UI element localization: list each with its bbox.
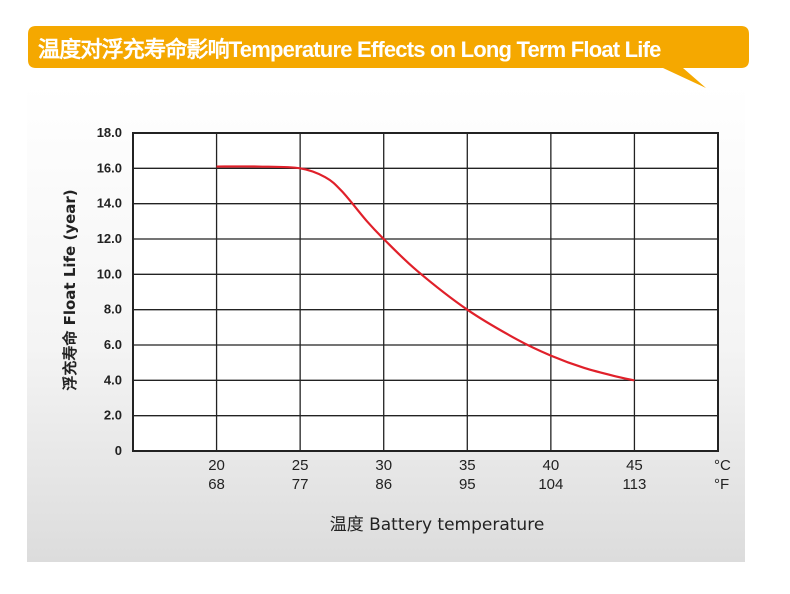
series-layer (216, 165, 635, 382)
title-banner: 温度对浮充寿命影响Temperature Effects on Long Ter… (28, 26, 753, 90)
y-tick-label: 10.0 (97, 266, 122, 281)
x-tick-label-celsius: 20 (208, 457, 225, 474)
x-unit-fahrenheit: °F (714, 476, 729, 493)
y-axis-label: 浮充寿命 Float Life (year) (61, 189, 79, 390)
x-axis-label: 温度 Battery temperature (330, 515, 545, 535)
x-tick-label-celsius: 40 (543, 457, 560, 474)
x-tick-labels: 20 68 25 77 30 86 35 95 40 104 45 113 (208, 457, 646, 493)
y-tick-label: 4.0 (104, 372, 122, 387)
x-tick-label-celsius: 45 (626, 457, 643, 474)
chart-title: 温度对浮充寿命影响Temperature Effects on Long Ter… (38, 37, 661, 62)
x-tick-label-fahrenheit: 86 (375, 476, 392, 493)
plot-area (132, 132, 719, 452)
x-unit-celsius: °C (714, 457, 731, 474)
y-tick-label: 16.0 (97, 160, 122, 175)
y-tick-label: 2.0 (104, 408, 122, 423)
y-tick-labels: 0 2.0 4.0 6.0 8.0 10.0 12.0 14.0 16.0 18.0 (97, 125, 122, 458)
y-tick-label: 18.0 (97, 125, 122, 140)
float-life-series-line (216, 165, 635, 382)
y-tick-label: 6.0 (104, 337, 122, 352)
x-tick-label-celsius: 25 (292, 457, 309, 474)
x-tick-label-fahrenheit: 77 (292, 476, 309, 493)
y-tick-label: 0 (115, 443, 122, 458)
y-tick-label: 12.0 (97, 231, 122, 246)
x-tick-label-fahrenheit: 68 (208, 476, 225, 493)
x-tick-label-fahrenheit: 95 (459, 476, 476, 493)
banner-shape (28, 26, 749, 88)
y-tick-label: 8.0 (104, 302, 122, 317)
x-tick-label-fahrenheit: 113 (622, 476, 646, 493)
y-tick-label: 14.0 (97, 196, 122, 211)
x-tick-label-celsius: 35 (459, 457, 476, 474)
x-tick-label-fahrenheit: 104 (538, 476, 563, 493)
grid-layer (132, 132, 719, 452)
x-tick-label-celsius: 30 (375, 457, 392, 474)
